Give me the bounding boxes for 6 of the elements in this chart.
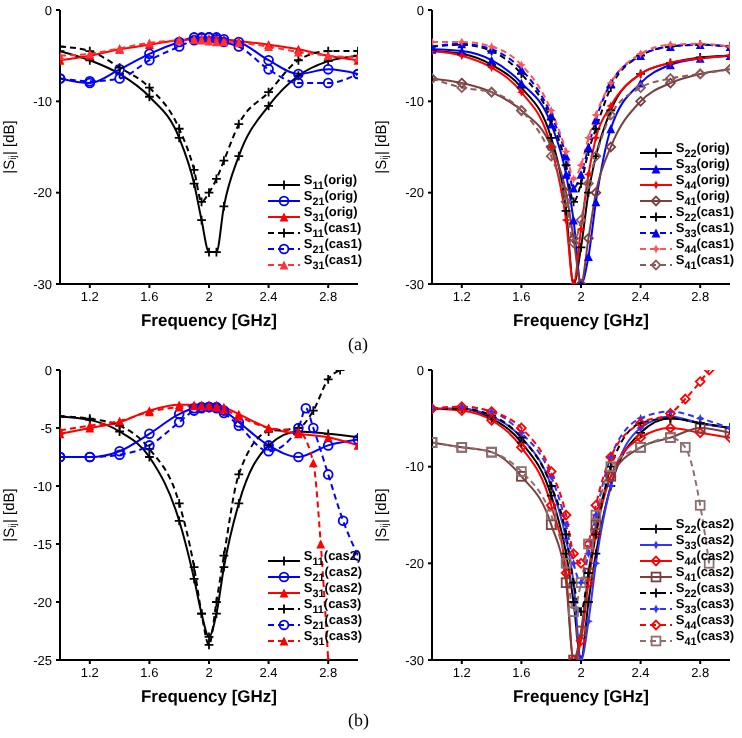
x-axis-title: Frequency [GHz] bbox=[512, 686, 650, 706]
text: (b) bbox=[348, 710, 369, 730]
x-axis-title: Frequency [GHz] bbox=[512, 310, 650, 330]
x-axis-title: Frequency [GHz] bbox=[140, 310, 278, 330]
x-axis-title: Frequency [GHz] bbox=[140, 686, 278, 706]
text: (a) bbox=[348, 334, 368, 354]
